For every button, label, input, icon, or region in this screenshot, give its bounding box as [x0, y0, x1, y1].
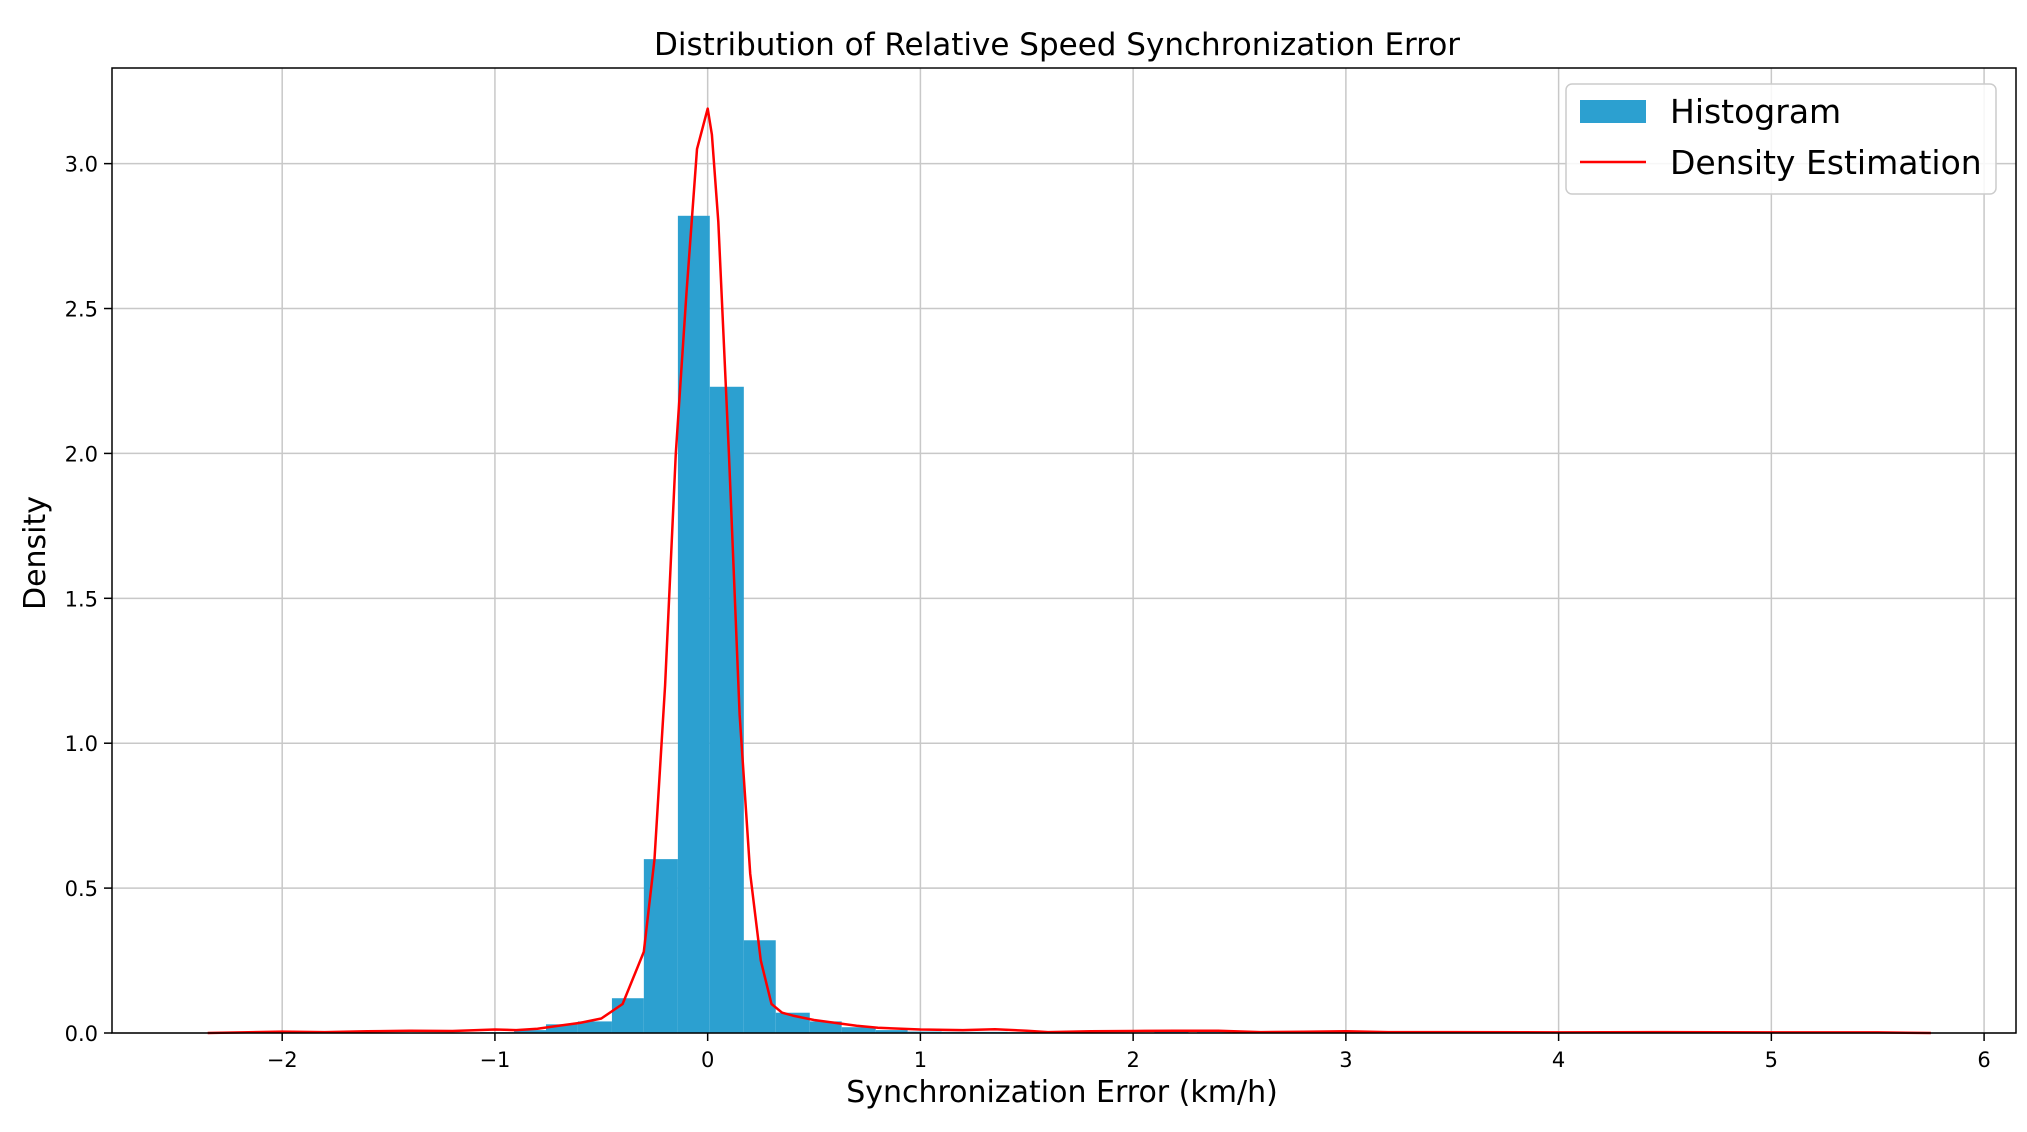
x-tick-label-5: 3	[1339, 1048, 1352, 1072]
x-tick-label-8: 6	[1977, 1048, 1990, 1072]
y-tick-label-1: 0.5	[65, 877, 98, 901]
x-tick-label-3: 1	[914, 1048, 927, 1072]
legend-histogram-label: Histogram	[1670, 92, 1841, 131]
legend-histogram-swatch	[1580, 100, 1646, 123]
legend-box	[1565, 83, 1997, 195]
x-tick-label-0: −2	[267, 1048, 298, 1072]
x-axis-title: Synchronization Error (km/h)	[846, 1075, 1278, 1110]
x-tick-label-4: 2	[1126, 1048, 1139, 1072]
histogram-bar-11	[841, 1027, 876, 1033]
y-tick-label-6: 3.0	[65, 153, 98, 177]
histogram-bar-5	[643, 859, 678, 1033]
histogram-bar-4	[611, 998, 644, 1033]
chart-title: Distribution of Relative Speed Synchroni…	[654, 27, 1460, 63]
x-tick-label-6: 4	[1552, 1048, 1565, 1072]
y-axis-ticks: 0.0 0.5 1.0 1.5 2.0 2.5 3.0	[65, 153, 112, 1046]
x-tick-label-2: 0	[701, 1048, 714, 1072]
histogram-bar-3	[577, 1021, 612, 1033]
density-curve	[207, 107, 1931, 1035]
legend-density-label: Density Estimation	[1670, 143, 1982, 182]
y-tick-label-4: 2.0	[65, 442, 98, 466]
x-axis-ticks: −2 −1 0 1 2 3 4 5 6	[267, 1033, 1991, 1072]
histogram-bar-7	[709, 386, 744, 1033]
y-axis-title: Density	[18, 496, 53, 610]
y-tick-label-0: 0.0	[65, 1022, 98, 1046]
y-tick-label-3: 1.5	[65, 587, 98, 611]
x-tick-label-1: −1	[479, 1048, 510, 1072]
legend: Histogram Density Estimation	[1565, 83, 1997, 195]
histogram-bar-1	[514, 1030, 546, 1033]
y-tick-label-2: 1.0	[65, 732, 98, 756]
histogram-bar-12	[875, 1030, 908, 1033]
x-tick-label-7: 5	[1765, 1048, 1778, 1072]
histogram-bar-10	[809, 1021, 842, 1033]
y-tick-label-5: 2.5	[65, 298, 98, 322]
plot-area-frame	[111, 67, 2017, 1034]
histogram-bar-2	[545, 1024, 578, 1033]
